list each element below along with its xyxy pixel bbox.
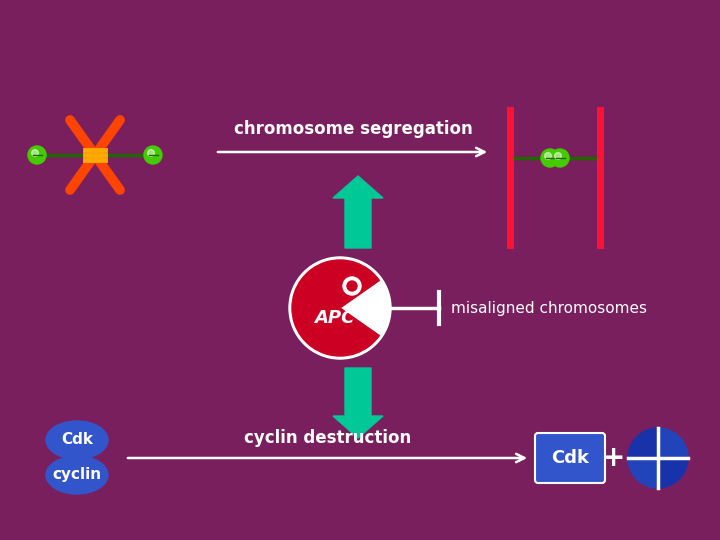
FancyArrow shape (333, 176, 383, 248)
Wedge shape (658, 428, 688, 458)
Ellipse shape (46, 456, 108, 494)
Text: chromosome segregation: chromosome segregation (233, 120, 472, 138)
Text: cyclin: cyclin (53, 468, 102, 483)
Ellipse shape (46, 421, 108, 459)
Circle shape (554, 153, 562, 159)
FancyBboxPatch shape (535, 433, 605, 483)
Circle shape (551, 149, 569, 167)
Circle shape (289, 257, 391, 359)
Circle shape (144, 146, 162, 164)
Text: +: + (603, 444, 626, 472)
Wedge shape (628, 458, 658, 488)
Circle shape (544, 153, 552, 159)
Text: cyclin destruction: cyclin destruction (244, 429, 412, 447)
FancyArrow shape (333, 368, 383, 438)
Wedge shape (292, 260, 379, 356)
Circle shape (347, 281, 357, 291)
Wedge shape (658, 458, 688, 488)
Wedge shape (628, 428, 658, 458)
Text: APC: APC (314, 309, 354, 327)
Circle shape (541, 149, 559, 167)
Text: Cdk: Cdk (551, 449, 589, 467)
Text: Cdk: Cdk (61, 433, 93, 448)
Circle shape (343, 277, 361, 295)
Circle shape (148, 150, 154, 157)
Circle shape (28, 146, 46, 164)
Text: misaligned chromosomes: misaligned chromosomes (451, 300, 647, 315)
Circle shape (32, 150, 38, 157)
